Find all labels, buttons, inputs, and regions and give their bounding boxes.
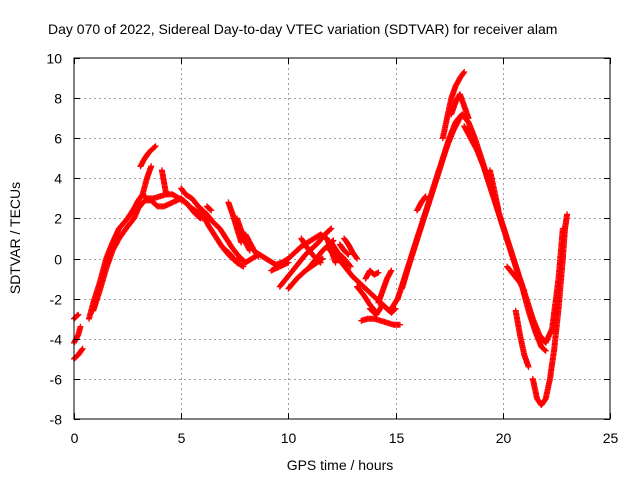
x-tick-label: 25 — [603, 430, 619, 446]
series-t2 — [71, 323, 84, 346]
data-point — [77, 323, 84, 330]
series-t8 — [158, 167, 170, 198]
axis-ticks: 0 5 10 15 20 25 -8 -6 -4 -2 0 2 4 6 8 10 — [46, 51, 618, 447]
series-t6 — [137, 143, 159, 170]
series-t23 — [328, 239, 354, 270]
data-point — [240, 263, 247, 270]
x-tick-label: 0 — [71, 430, 79, 446]
series-t9 — [178, 185, 262, 266]
y-tick-label: -4 — [50, 332, 63, 348]
series-t30 — [375, 267, 395, 306]
y-tick-label: -2 — [50, 292, 63, 308]
data-point — [316, 258, 323, 265]
data-point — [542, 347, 549, 354]
data-point — [208, 207, 215, 214]
chart-title: Day 070 of 2022, Sidereal Day-to-day VTE… — [48, 21, 557, 37]
data-point — [347, 263, 354, 270]
series-t32 — [399, 115, 463, 292]
data-point — [163, 191, 170, 198]
series-t1 — [71, 311, 82, 322]
series-t14 — [221, 245, 247, 270]
data-point — [79, 345, 86, 352]
data-point — [207, 206, 214, 213]
series-t37 — [486, 167, 502, 214]
data-point — [317, 259, 324, 266]
series-t39 — [512, 307, 532, 370]
data-point — [465, 115, 472, 122]
data-point — [344, 250, 351, 257]
x-tick-label: 20 — [496, 430, 512, 446]
data-point — [461, 69, 468, 75]
data-point — [148, 163, 155, 170]
series-t38 — [504, 263, 528, 294]
y-tick-label: 8 — [54, 91, 62, 107]
series-t5 — [90, 195, 204, 314]
x-axis-label: GPS time / hours — [287, 457, 394, 473]
y-tick-label: -6 — [50, 372, 63, 388]
data-point — [525, 363, 532, 370]
x-tick-label: 15 — [389, 430, 405, 446]
data-point — [422, 193, 429, 200]
data-point — [78, 346, 85, 353]
y-tick-label: 2 — [54, 211, 62, 227]
data-point — [495, 207, 502, 214]
data-point — [353, 254, 360, 261]
series-t7 — [139, 163, 155, 198]
series-t40 — [529, 211, 571, 408]
data-point — [74, 312, 81, 319]
data-point — [285, 259, 292, 266]
data-point — [456, 115, 463, 122]
y-tick-label: 0 — [54, 252, 62, 268]
series-t11 — [203, 203, 215, 214]
data-point — [421, 194, 428, 201]
y-tick-label: -8 — [50, 412, 63, 428]
data-markers — [71, 69, 571, 408]
series-t33 — [414, 193, 429, 214]
data-point — [388, 267, 395, 274]
series-t3 — [71, 345, 86, 362]
data-point — [328, 225, 335, 232]
data-point — [239, 262, 246, 269]
x-tick-label: 10 — [281, 430, 297, 446]
y-tick-label: 10 — [46, 51, 62, 67]
series-t25 — [341, 235, 360, 262]
data-point — [151, 144, 158, 151]
data-point — [346, 262, 353, 269]
data-point — [460, 70, 467, 76]
series-t35 — [448, 91, 472, 122]
plot-frame — [73, 57, 611, 420]
data-point — [75, 311, 82, 318]
series-t29 — [366, 301, 393, 318]
series-t17 — [268, 259, 292, 274]
data-point — [396, 321, 403, 328]
data-point — [327, 226, 334, 233]
data-point — [332, 259, 339, 266]
y-tick-label: 6 — [54, 131, 62, 147]
data-point — [345, 251, 352, 258]
series-t18 — [276, 225, 335, 290]
series-t27 — [358, 315, 403, 328]
data-point — [375, 269, 382, 276]
series-t28 — [362, 267, 382, 282]
data-point — [521, 287, 528, 294]
y-tick-label: 4 — [54, 171, 62, 187]
data-point — [152, 143, 159, 150]
data-point — [238, 255, 245, 262]
y-axis-label: SDTVAR / TECUs — [7, 182, 23, 294]
data-point — [319, 255, 326, 262]
x-tick-label: 5 — [178, 430, 186, 446]
series-t4 — [86, 191, 206, 322]
series-t24 — [336, 241, 352, 258]
data-point — [564, 211, 571, 218]
data-point — [385, 306, 392, 313]
data-point — [541, 347, 548, 353]
data-point — [354, 255, 360, 262]
